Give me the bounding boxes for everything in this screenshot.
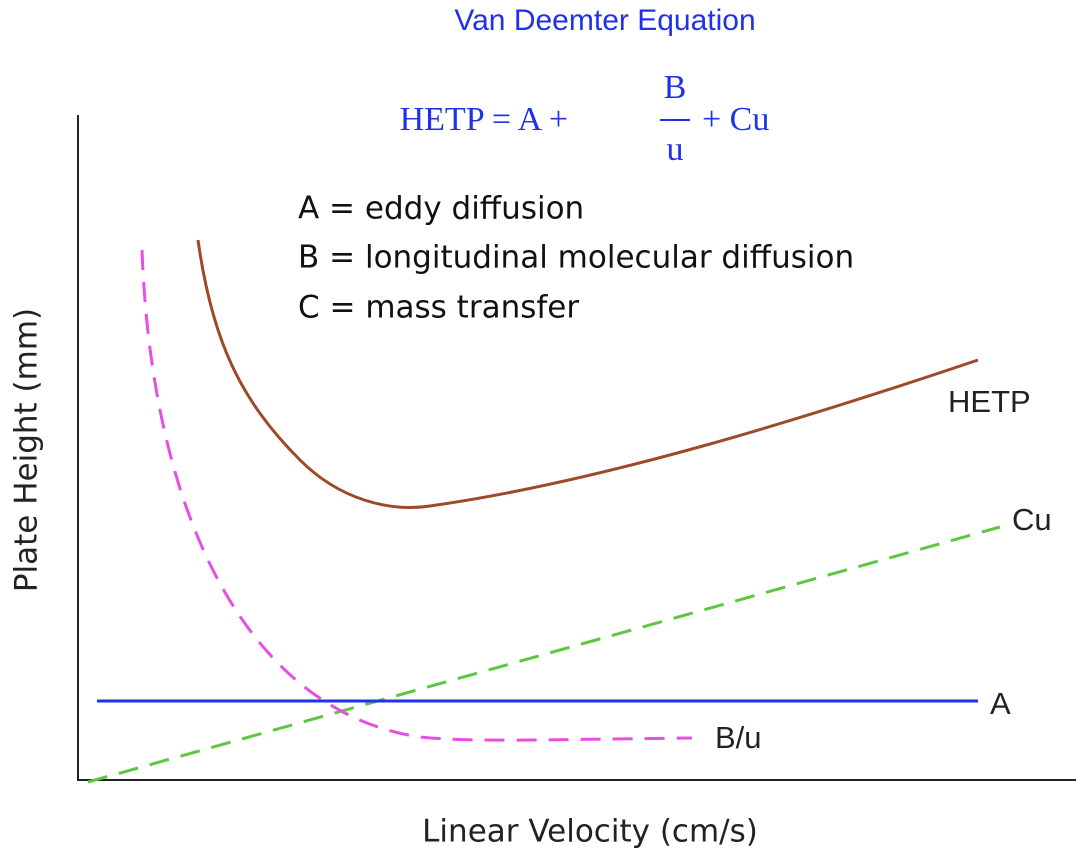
curve-label: A: [990, 686, 1011, 721]
definition: C = mass transfer: [298, 290, 579, 326]
equation-rhs: + Cu: [702, 101, 769, 138]
equation-lhs: HETP = A +: [400, 101, 568, 138]
y-axis-label: Plate Height (mm): [9, 308, 45, 592]
title: Van Deemter Equation: [454, 4, 755, 37]
curve-label: Cu: [1012, 502, 1052, 537]
curve-label: HETP: [948, 384, 1031, 419]
b-over-u-curve: [140, 249, 693, 742]
equation-numerator: B: [664, 69, 687, 106]
x-axis-label: Linear Velocity (cm/s): [422, 814, 758, 850]
cu-line: [87, 525, 1001, 784]
hetp-curve: [196, 239, 979, 509]
definition: B = longitudinal molecular diffusion: [298, 240, 854, 276]
curve-label: B/u: [715, 720, 762, 755]
equation-denominator: u: [667, 131, 684, 168]
definition: A = eddy diffusion: [298, 191, 584, 227]
